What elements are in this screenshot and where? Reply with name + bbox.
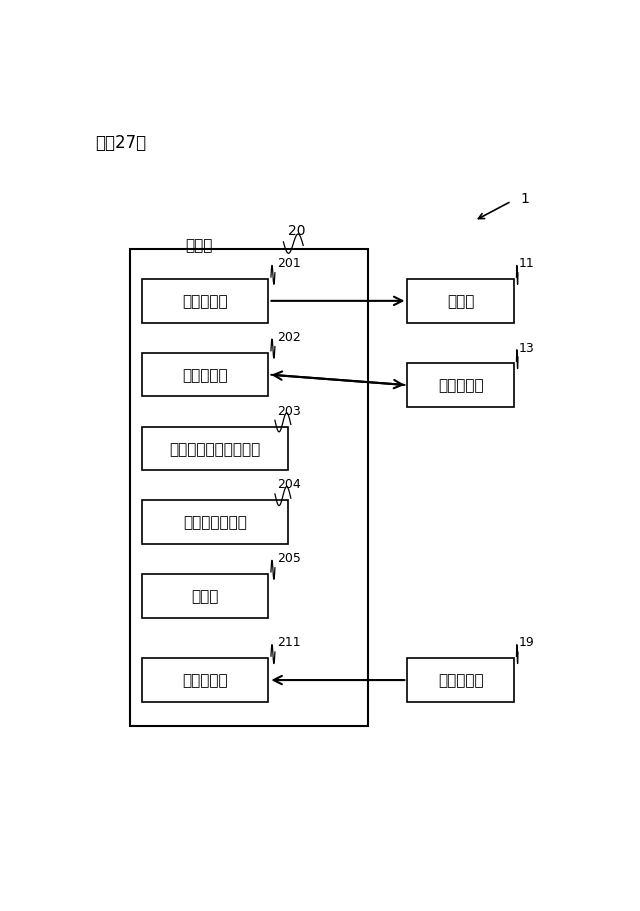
Bar xyxy=(408,280,514,323)
Text: 11: 11 xyxy=(519,257,534,270)
Text: 環境解析部: 環境解析部 xyxy=(182,673,228,688)
Text: 1: 1 xyxy=(520,191,529,205)
Bar xyxy=(408,364,514,407)
Text: 表示制御部: 表示制御部 xyxy=(182,368,228,383)
Text: 記憶部: 記憶部 xyxy=(191,589,219,604)
Bar xyxy=(129,250,367,727)
Text: 211: 211 xyxy=(277,636,301,649)
Bar xyxy=(142,427,288,471)
Bar xyxy=(408,659,514,702)
Text: 制御部: 制御部 xyxy=(186,238,212,253)
Bar xyxy=(142,353,269,397)
Bar xyxy=(142,501,288,544)
Text: 205: 205 xyxy=(277,551,301,565)
Text: 203: 203 xyxy=(277,404,301,417)
Text: 画像生成部: 画像生成部 xyxy=(182,294,228,309)
Text: 13: 13 xyxy=(519,341,534,354)
Text: 19: 19 xyxy=(519,636,534,649)
Text: 環境検出部: 環境検出部 xyxy=(438,673,483,688)
Text: 操作検出器: 操作検出器 xyxy=(438,378,483,394)
Text: 201: 201 xyxy=(277,257,301,270)
Text: 202: 202 xyxy=(277,331,301,343)
Text: 》囲27》: 》囲27》 xyxy=(95,134,146,152)
Bar xyxy=(142,575,269,618)
Text: 204: 204 xyxy=(277,478,301,491)
Bar xyxy=(142,659,269,702)
Text: 20: 20 xyxy=(288,224,306,238)
Text: 表示器: 表示器 xyxy=(447,294,474,309)
Bar xyxy=(142,280,269,323)
Text: キャリブレーション部: キャリブレーション部 xyxy=(170,441,260,456)
Text: 検出基準制御部: 検出基準制御部 xyxy=(183,515,247,530)
